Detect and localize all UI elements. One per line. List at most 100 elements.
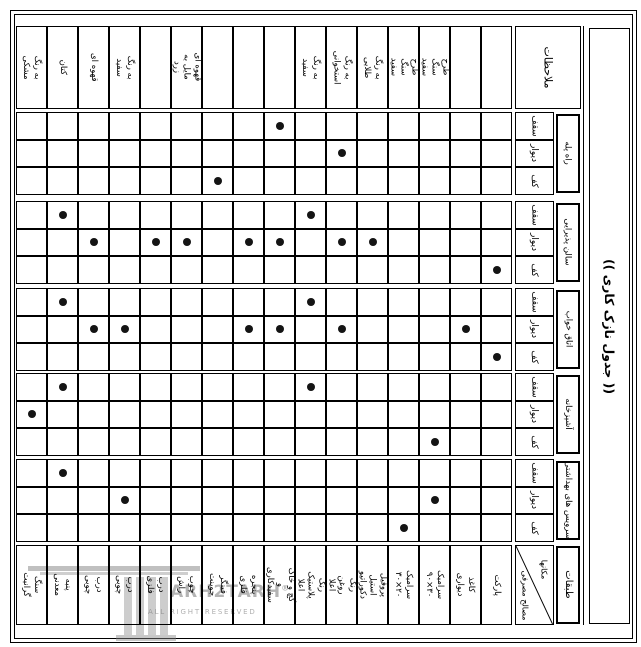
matrix-cell [16, 343, 47, 371]
matrix-cell [140, 288, 171, 316]
matrix-cell [16, 400, 47, 428]
matrix-cell [140, 400, 171, 428]
matrix-cell [78, 228, 109, 256]
material-header-cell: سرامیک ۲۰×۳۰ [388, 545, 419, 625]
matrix-cell [419, 139, 450, 167]
material-header-cell: درب چوبی [109, 545, 140, 625]
matrix-cell [109, 112, 140, 140]
matrix-cell [357, 315, 388, 343]
surface-label: دیوار [529, 233, 540, 252]
matrix-cell [109, 315, 140, 343]
matrix-cell [233, 315, 264, 343]
watermark-brand: ARH2TARH® [170, 582, 290, 602]
matrix-cell [419, 373, 450, 401]
material-header-cell: کاغذ دیواری [450, 545, 481, 625]
room-group-label: اتاق خواب [563, 310, 573, 348]
material-mark-dot [430, 496, 439, 505]
matrix-cell [171, 373, 202, 401]
surface-label-cell: دیوار [515, 315, 554, 343]
matrix-cell [357, 373, 388, 401]
surface-label-cell: دیوار [515, 139, 554, 167]
matrix-cell [295, 459, 326, 487]
matrix-cell [233, 400, 264, 428]
material-mark-dot [213, 176, 222, 185]
material-mark-dot [492, 265, 501, 274]
matrix-cell [78, 315, 109, 343]
matrix-cell [233, 428, 264, 456]
matrix-cell [78, 288, 109, 316]
matrix-cell [450, 256, 481, 284]
matrix-cell [481, 139, 512, 167]
matrix-cell [419, 201, 450, 229]
watermark-pillar-capital [28, 566, 200, 571]
material-mark-dot [306, 210, 315, 219]
corner-places-label: مکانها [539, 559, 548, 579]
material-mark-dot [492, 352, 501, 361]
material-header-label: پروفیل استیل دکوراتیو [357, 570, 389, 599]
material-header-label: رنگ روغن اعلا [326, 575, 358, 595]
matrix-cell [16, 514, 47, 542]
matrix-cell [47, 400, 78, 428]
matrix-cell [264, 288, 295, 316]
matrix-cell [202, 256, 233, 284]
matrix-cell [357, 288, 388, 316]
corner-materials-slot: مصالح مصرفی [516, 568, 534, 622]
color-header-label: قهوه ای مایل به زرد [171, 52, 203, 82]
material-header-cell: چوب راش [171, 545, 202, 625]
material-header-label: پارکت [491, 574, 502, 596]
matrix-cell [295, 256, 326, 284]
color-header-cell: طرح سنگ سفید [419, 26, 450, 109]
surface-label-cell: کف [515, 167, 554, 195]
color-header-cell: قهوه ای [78, 26, 109, 109]
matrix-cell [264, 400, 295, 428]
matrix-cell [202, 459, 233, 487]
matrix-cell [264, 315, 295, 343]
matrix-cell [109, 288, 140, 316]
matrix-cell [78, 486, 109, 514]
matrix-cell [264, 343, 295, 371]
material-mark-dot [58, 297, 67, 306]
material-mark-dot [89, 238, 98, 247]
material-mark-dot [399, 523, 408, 532]
matrix-cell [388, 373, 419, 401]
matrix-cell [326, 343, 357, 371]
matrix-cell [295, 228, 326, 256]
matrix-cell [202, 139, 233, 167]
matrix-cell [450, 486, 481, 514]
matrix-cell [47, 139, 78, 167]
material-header-label: گچ و خاک و سفیدکاری [264, 567, 296, 603]
material-mark-dot [27, 410, 36, 419]
matrix-cell [16, 228, 47, 256]
matrix-cell [202, 167, 233, 195]
matrix-cell [481, 228, 512, 256]
room-group-label: سرویس های بهداشتی [563, 461, 574, 540]
material-header-label: پنجره فلزی [238, 575, 260, 595]
matrix-cell [109, 373, 140, 401]
matrix-cell [78, 201, 109, 229]
matrix-cell [140, 459, 171, 487]
matrix-cell [140, 343, 171, 371]
matrix-cell [16, 486, 47, 514]
matrix-cell [16, 459, 47, 487]
matrix-cell [357, 228, 388, 256]
surface-label: دیوار [529, 405, 540, 424]
matrix-cell [16, 167, 47, 195]
matrix-cell [140, 486, 171, 514]
color-header-cell: قهوه ای مایل به زرد [171, 26, 202, 109]
matrix-cell [140, 201, 171, 229]
material-header-label: چوب راش [176, 576, 198, 594]
matrix-cell [140, 428, 171, 456]
matrix-cell [109, 400, 140, 428]
matrix-cell [450, 400, 481, 428]
matrix-cell [264, 514, 295, 542]
matrix-cell [233, 256, 264, 284]
matrix-cell [202, 514, 233, 542]
matrix-cell [295, 167, 326, 195]
material-header-cell: درب چوبی [78, 545, 109, 625]
surface-label: سقف [529, 376, 540, 398]
matrix-cell [16, 201, 47, 229]
color-header-cell: کتان [47, 26, 78, 109]
room-group-label: آشپزخانه [563, 398, 574, 431]
surface-label-cell: دیوار [515, 228, 554, 256]
matrix-cell [295, 315, 326, 343]
